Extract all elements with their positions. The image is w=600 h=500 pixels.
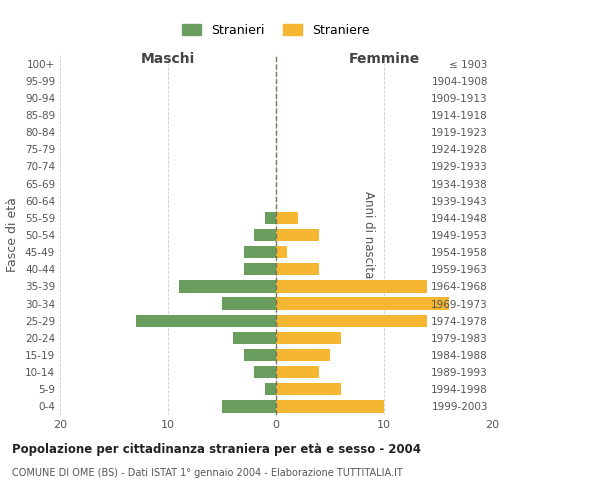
Bar xyxy=(276,246,287,258)
Y-axis label: Anni di nascita: Anni di nascita xyxy=(362,192,374,278)
Text: Popolazione per cittadinanza straniera per età e sesso - 2004: Popolazione per cittadinanza straniera p… xyxy=(12,442,421,456)
Bar xyxy=(276,349,330,361)
Y-axis label: Fasce di età: Fasce di età xyxy=(7,198,19,272)
Bar xyxy=(136,314,276,327)
Text: Maschi: Maschi xyxy=(141,52,195,66)
Bar xyxy=(276,314,427,327)
Bar xyxy=(276,400,384,412)
Bar xyxy=(244,349,276,361)
Bar xyxy=(254,366,276,378)
Bar xyxy=(265,212,276,224)
Bar xyxy=(222,298,276,310)
Bar xyxy=(276,366,319,378)
Bar xyxy=(254,229,276,241)
Bar xyxy=(265,383,276,396)
Bar xyxy=(276,298,449,310)
Bar xyxy=(244,246,276,258)
Bar xyxy=(276,383,341,396)
Bar xyxy=(276,332,341,344)
Bar xyxy=(179,280,276,292)
Bar xyxy=(276,229,319,241)
Bar xyxy=(222,400,276,412)
Legend: Stranieri, Straniere: Stranieri, Straniere xyxy=(178,18,374,42)
Bar xyxy=(276,280,427,292)
Bar xyxy=(276,212,298,224)
Bar xyxy=(233,332,276,344)
Text: COMUNE DI OME (BS) - Dati ISTAT 1° gennaio 2004 - Elaborazione TUTTITALIA.IT: COMUNE DI OME (BS) - Dati ISTAT 1° genna… xyxy=(12,468,403,477)
Bar xyxy=(276,263,319,276)
Bar xyxy=(244,263,276,276)
Text: Femmine: Femmine xyxy=(349,52,419,66)
